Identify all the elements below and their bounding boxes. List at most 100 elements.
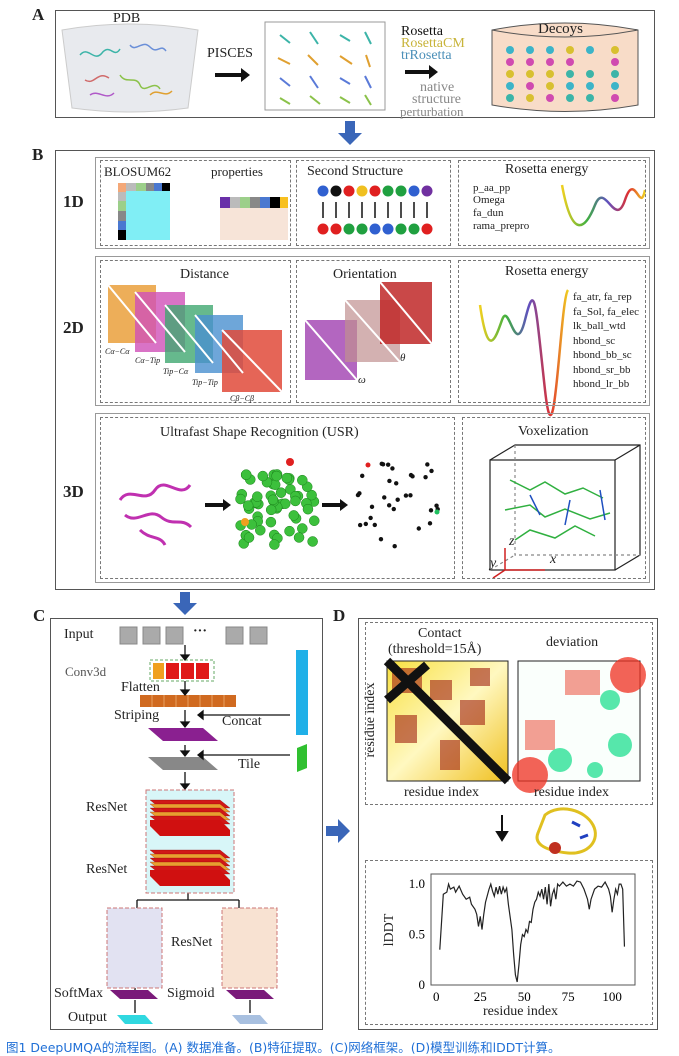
row-1d <box>95 157 650 249</box>
bead <box>408 185 420 197</box>
bead <box>382 185 394 197</box>
atom-sphere <box>252 491 263 502</box>
input-cubes <box>119 626 268 645</box>
deviation-x-label: residue index <box>534 785 610 800</box>
point <box>434 503 439 508</box>
atom-sphere <box>297 474 308 486</box>
figure-caption: 图1 DeepUMQA的流程图。(A) 数据准备。(B)特征提取。(C)网络框架… <box>6 1040 561 1055</box>
flow-arrows <box>134 645 290 1013</box>
panel-label-d: D <box>333 606 346 625</box>
atom-sphere <box>286 458 294 466</box>
output-layer-right <box>232 1015 268 1024</box>
point <box>378 536 384 542</box>
atom-sphere <box>281 472 293 484</box>
second-structure-beads <box>317 185 433 235</box>
striping-layer <box>148 728 218 741</box>
point <box>391 506 396 512</box>
bead <box>330 223 342 235</box>
axes-icon <box>492 548 545 579</box>
row-2d <box>95 256 650 406</box>
term: fa_dun <box>473 207 504 219</box>
atom-sphere <box>308 515 320 527</box>
lddt-plot-frame <box>430 873 636 986</box>
point <box>403 493 409 498</box>
bead <box>395 185 407 197</box>
deviation-map-pattern <box>512 657 646 793</box>
concat-feature-bar <box>296 650 308 735</box>
properties-label: properties <box>211 164 263 179</box>
orientation-maps <box>304 281 433 381</box>
second-structure-label: Second Structure <box>307 164 404 179</box>
arrow-c-to-d-icon <box>326 819 350 843</box>
omega-label: ω <box>358 374 366 386</box>
point <box>360 473 365 479</box>
point <box>416 526 422 531</box>
atom-sphere <box>290 495 301 507</box>
energy-curve-2d <box>478 289 570 417</box>
orientation-label: Orientation <box>333 267 397 282</box>
y-tick-label: 1.0 <box>409 876 425 891</box>
resnet-label: ResNet <box>171 935 213 950</box>
row-label-1d: 1D <box>63 192 84 211</box>
bead <box>356 223 368 235</box>
tool-rosettacm: RosettaCM <box>401 36 465 51</box>
atom-sphere <box>265 516 277 528</box>
term: fa_atr, fa_rep <box>573 291 632 303</box>
softmax-layer <box>110 990 158 999</box>
energy-curve-1d <box>560 184 647 227</box>
x-tick-label: 25 <box>474 989 487 1004</box>
protein-structure-icon <box>535 807 597 855</box>
contact-x-label: residue index <box>404 785 480 800</box>
sigmoid-label: Sigmoid <box>167 986 215 1001</box>
term: hbond_sc <box>573 334 616 347</box>
pdb-proteins <box>79 43 173 97</box>
atom-sphere <box>306 489 317 501</box>
point <box>408 493 413 498</box>
bead <box>369 185 381 197</box>
blosum-matrix <box>118 183 170 240</box>
tile-feature-block <box>297 744 307 772</box>
atom-sphere <box>293 532 305 543</box>
lddt-y-label: lDDT <box>382 913 397 947</box>
atom-sphere <box>242 500 254 511</box>
decoys-label: Decoys <box>538 21 583 37</box>
point <box>429 468 434 474</box>
protein-cartoon <box>118 483 193 546</box>
point <box>380 462 386 467</box>
box-voxelization <box>462 417 646 579</box>
point <box>410 474 415 479</box>
point <box>386 503 392 508</box>
atom-sphere <box>255 524 266 536</box>
row-3d <box>95 413 650 583</box>
bead <box>317 185 329 197</box>
bead <box>330 185 342 197</box>
axis-z-label: z <box>509 534 515 549</box>
atom-sphere <box>257 470 269 482</box>
bead <box>369 223 381 235</box>
blosum-label: BLOSUM62 <box>104 164 172 179</box>
pdb-label: PDB <box>113 11 141 26</box>
dist-label: Cα−Tip <box>135 356 161 365</box>
tool-rosetta: Rosetta <box>401 24 443 39</box>
threshold-label: (threshold=15Å) <box>388 642 482 657</box>
atom-sphere <box>271 470 282 482</box>
bead <box>395 223 407 235</box>
term: p_aa_pp <box>473 182 511 194</box>
resnet-block-right <box>221 907 278 989</box>
point <box>394 481 399 486</box>
usr-points <box>355 461 440 549</box>
voxelization-label: Voxelization <box>518 424 589 439</box>
term: hbond_lr_bb <box>573 378 630 390</box>
bead <box>408 223 420 235</box>
atom-sphere <box>275 487 287 498</box>
y-tick-label: 0 <box>419 977 426 992</box>
bead <box>382 223 394 235</box>
term: hbond_bb_sc <box>573 349 632 361</box>
point <box>365 462 371 468</box>
usr-label: Ultrafast Shape Recognition (USR) <box>160 425 359 440</box>
striping-label: Striping <box>114 708 160 723</box>
protein-grid-items <box>277 31 372 106</box>
atom-sphere <box>269 539 280 550</box>
conv3d-box <box>149 659 215 682</box>
